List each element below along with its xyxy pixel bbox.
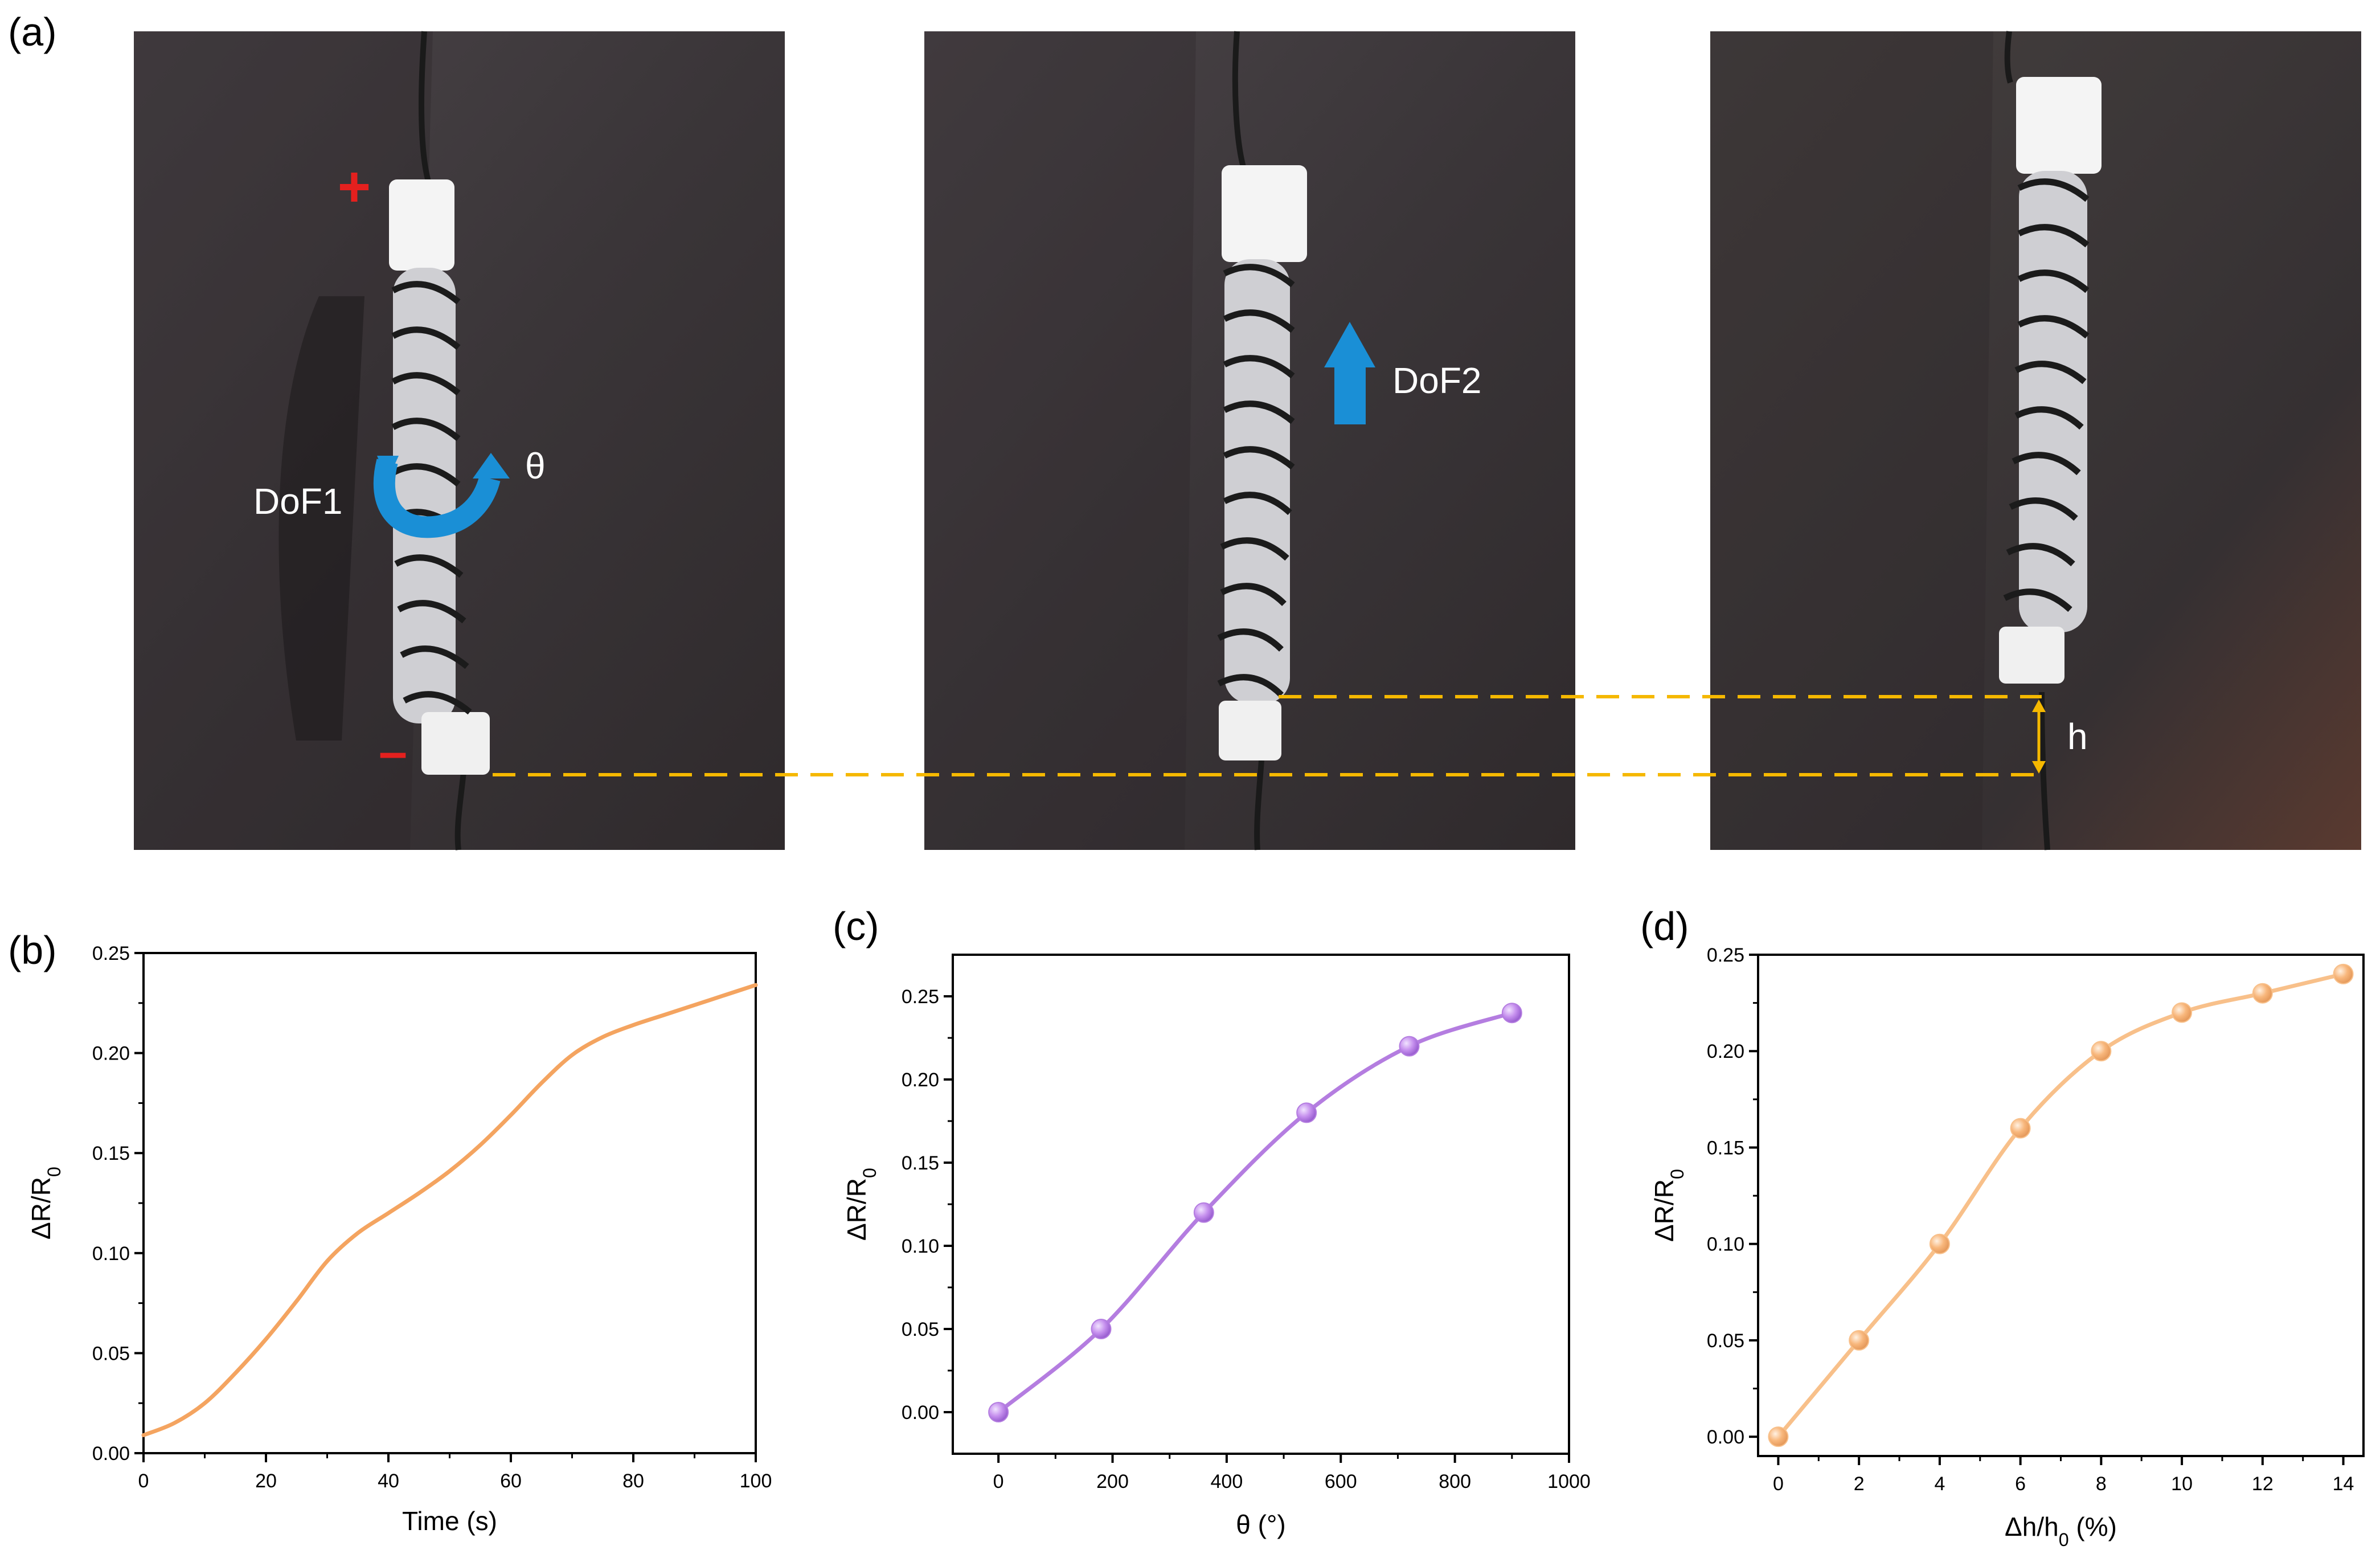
data-point	[1091, 1319, 1112, 1339]
x-tick-label: 100	[740, 1470, 772, 1492]
x-tick-label: 4	[1934, 1473, 1945, 1495]
x-tick-label: 2	[1854, 1473, 1865, 1495]
series-line	[996, 1011, 1514, 1414]
x-tick-label: 400	[1211, 1471, 1243, 1492]
data-point	[988, 1402, 1009, 1422]
chart-d: 0 2 4 6 8 10 12 14 0.00 0.05 0.10 0.15 0.20 0.25 Δh/h0…	[1649, 944, 2365, 1550]
x-tick-label: 10	[2171, 1473, 2193, 1495]
rotation-arrow-icon	[373, 453, 510, 538]
data-point	[2252, 983, 2273, 1004]
svg-text:+: +	[338, 155, 371, 219]
x-axis-label: Δh/h0 (%)	[2005, 1512, 2117, 1550]
x-tick-label: 20	[255, 1470, 277, 1492]
chart-b: 0 20 40 60 80 100 0.00 0.05 0.10 0.15 0.20 0.25 Time…	[26, 943, 772, 1536]
x-tick-label: 200	[1096, 1471, 1129, 1492]
x-tick-label: 0	[138, 1470, 149, 1492]
y-tick-label: 0.25	[92, 943, 130, 964]
y-axis-label: ΔR/R0	[26, 1167, 64, 1240]
x-tick-label: 8	[2096, 1473, 2107, 1495]
data-point	[1929, 1233, 1950, 1254]
photo-2: DoF2	[924, 31, 1575, 850]
panel-label-c: (c)	[833, 904, 879, 948]
panel-label-d: (d)	[1640, 904, 1689, 948]
plus-marker: +	[338, 155, 371, 219]
panel-label-b: (b)	[8, 928, 57, 972]
y-tick-label: 0.00	[92, 1443, 130, 1465]
dof2-label: DoF2	[1392, 360, 1482, 401]
x-tick-label: 800	[1439, 1471, 1471, 1492]
x-tick-label: 14	[2333, 1473, 2354, 1495]
coil	[2003, 178, 2090, 612]
data-point	[2091, 1041, 2112, 1062]
data-point	[1768, 1426, 1789, 1447]
coil	[1217, 264, 1295, 697]
data-point	[1296, 1102, 1317, 1123]
theta-label: θ	[525, 445, 546, 486]
y-tick-label: 0.05	[1707, 1330, 1744, 1352]
photo-3: h	[1710, 31, 2361, 850]
x-tick-label: 600	[1325, 1471, 1357, 1492]
x-tick-label: 80	[622, 1470, 644, 1492]
coil	[391, 281, 472, 715]
plot-frame	[1757, 954, 2365, 1457]
y-tick-label: 0.00	[1707, 1426, 1744, 1448]
y-tick-label: 0.10	[92, 1243, 130, 1265]
photo-1: + – DoF1 θ	[134, 31, 785, 850]
y-tick-label: 0.15	[92, 1143, 130, 1164]
y-tick-label: 0.20	[902, 1069, 939, 1091]
y-tick-label: 0.10	[1707, 1234, 1744, 1256]
y-tick-label: 0.25	[902, 986, 939, 1008]
x-tick-label: 6	[2015, 1473, 2026, 1495]
data-point	[1501, 1003, 1522, 1024]
h-label: h	[2067, 716, 2088, 757]
data-point	[2333, 963, 2354, 984]
x-axis-label: Time (s)	[402, 1506, 497, 1536]
x-tick-label: 60	[500, 1470, 522, 1492]
x-tick-label: 1000	[1547, 1471, 1591, 1492]
data-point	[1193, 1202, 1214, 1223]
h-dimension-icon	[2032, 700, 2046, 774]
series-line	[1776, 972, 2346, 1439]
y-tick-label: 0.25	[1707, 944, 1744, 966]
y-tick-label: 0.05	[902, 1319, 939, 1340]
panel-label-a: (a)	[8, 10, 57, 54]
dof1-label: DoF1	[253, 481, 343, 522]
series-line	[141, 983, 758, 1437]
minus-marker: –	[379, 723, 407, 780]
data-point	[1399, 1036, 1420, 1057]
data-point	[1849, 1330, 1870, 1351]
up-arrow-icon	[1324, 322, 1375, 424]
x-tick-label: 0	[993, 1471, 1004, 1492]
y-tick-label: 0.20	[1707, 1041, 1744, 1062]
y-tick-label: 0.05	[92, 1343, 130, 1364]
y-axis-label: ΔR/R0	[1649, 1169, 1687, 1242]
y-tick-label: 0.15	[902, 1152, 939, 1174]
y-tick-label: 0.00	[902, 1402, 939, 1424]
data-point	[2172, 1002, 2193, 1023]
y-tick-label: 0.10	[902, 1236, 939, 1257]
plot-frame	[142, 952, 757, 1454]
x-tick-label: 40	[378, 1470, 399, 1492]
y-tick-label: 0.15	[1707, 1137, 1744, 1159]
y-tick-label: 0.20	[92, 1043, 130, 1065]
x-tick-label: 12	[2252, 1473, 2274, 1495]
y-axis-label: ΔR/R0	[842, 1168, 880, 1241]
chart-c: 0 200 400 600 800 1000 0.00 0.05 0.10 0.15 0.20 0.2…	[842, 954, 1591, 1539]
x-tick-label: 0	[1773, 1473, 1784, 1495]
data-point	[2010, 1118, 2031, 1139]
x-axis-label: θ (°)	[1236, 1510, 1285, 1539]
